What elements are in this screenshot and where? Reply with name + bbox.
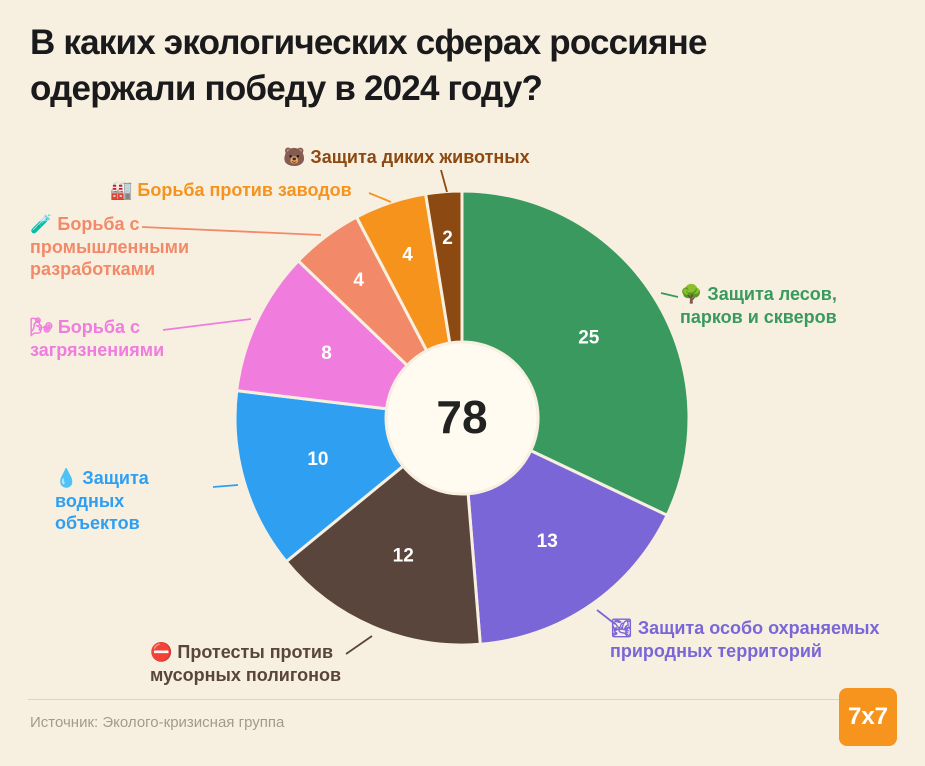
leader-line: [345, 635, 373, 655]
legend-text-pollution: Борьба с загрязнениями: [30, 317, 165, 360]
bear-icon: 🐻: [283, 147, 306, 167]
legend-text-factories: Борьба против заводов: [137, 180, 352, 200]
national-park-icon: 🏞: [610, 618, 633, 638]
legend-label-landfill-protests: ⛔ Протесты против мусорных полигонов: [150, 641, 370, 686]
leader-line: [596, 609, 616, 625]
legend-text-protected-territories: Защита особо охраняемых природных террит…: [610, 618, 880, 661]
leader-line: [368, 192, 392, 203]
legend-text-forests: Защита лесов, парков и скверов: [680, 284, 837, 327]
donut-center: [387, 343, 537, 493]
legend-label-water-objects: 💧 Защита водных объектов: [55, 467, 213, 535]
segment-value-label: 2: [442, 228, 453, 249]
total-value: 78: [436, 391, 488, 443]
legend-text-industrial-development: Борьба с промышленными разработками: [30, 214, 190, 279]
pie-segment-7: [423, 189, 464, 345]
pie-segment-1: [466, 448, 670, 646]
leader-line: [212, 484, 239, 488]
legend-label-factories: 🏭 Борьба против заводов: [110, 179, 390, 202]
segment-value-label: 25: [578, 327, 600, 348]
legend-label-forests: 🌳 Защита лесов, парков и скверов: [680, 283, 885, 328]
leader-line: [141, 226, 322, 236]
wind-face-icon: 🌬: [30, 317, 53, 337]
legend-label-pollution: 🌬 Борьба с загрязнениями: [30, 316, 220, 361]
legend-text-water-objects: Защита водных объектов: [55, 468, 149, 533]
pie-segment-3: [233, 388, 406, 564]
tree-icon: 🌳: [680, 284, 703, 304]
source-text: Источник: Эколого-кризисная группа: [30, 714, 285, 731]
leader-line: [660, 292, 679, 298]
segment-value-label: 4: [353, 270, 364, 291]
leader-line: [162, 318, 252, 331]
segment-value-label: 13: [537, 531, 558, 552]
factory-icon: 🏭: [110, 180, 133, 200]
segment-value-label: 8: [321, 343, 332, 364]
pie-segment-2: [284, 463, 482, 647]
pie-segment-4: [235, 258, 410, 411]
logo-7x7: 7x7: [839, 688, 897, 746]
no-entry-icon: ⛔: [150, 642, 173, 662]
segment-value-label: 12: [393, 546, 414, 567]
footer-divider: [28, 699, 897, 700]
page-title: В каких экологических сферах россияне од…: [30, 23, 707, 108]
segment-value-label: 10: [307, 449, 328, 470]
legend-label-protected-territories: 🏞 Защита особо охраняемых природных терри…: [610, 617, 895, 662]
pie-segment-0: [460, 189, 691, 518]
leader-line: [440, 169, 448, 193]
legend-label-wild-animals: 🐻 Защита диких животных: [283, 146, 583, 169]
legend-text-landfill-protests: Протесты против мусорных полигонов: [150, 642, 342, 685]
legend-text-wild-animals: Защита диких животных: [310, 147, 530, 167]
water-drop-icon: 💧: [55, 468, 78, 488]
legend-label-industrial-development: 🧪 Борьба с промышленными разработками: [30, 213, 198, 281]
test-tube-icon: 🧪: [30, 214, 53, 234]
segment-value-label: 4: [402, 244, 413, 265]
